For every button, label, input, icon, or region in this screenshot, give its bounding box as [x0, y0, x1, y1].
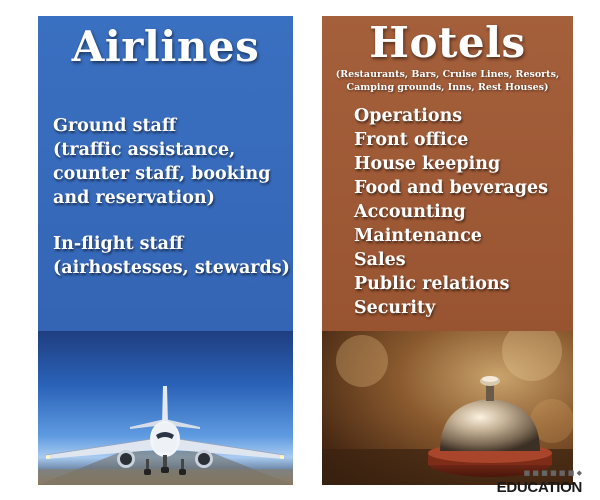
list-item: Front office — [354, 130, 469, 150]
list-item: Sales — [354, 250, 406, 270]
inflight-staff-line: In-flight staff — [53, 234, 184, 254]
ground-staff-line: counter staff, booking — [53, 164, 271, 184]
list-item: Operations — [354, 106, 463, 126]
ground-staff-block: Ground staff (traffic assistance, counte… — [53, 114, 293, 210]
inflight-staff-block: In-flight staff (airhostesses, stewards) — [53, 232, 293, 280]
list-item: Public relations — [354, 274, 510, 294]
list-item: House keeping — [354, 154, 501, 174]
hotels-subtitle-line: Camping grounds, Inns, Rest Houses) — [346, 82, 549, 93]
hotels-subtitle: (Restaurants, Bars, Cruise Lines, Resort… — [326, 68, 569, 94]
hotels-panel: Hotels (Restaurants, Bars, Cruise Lines,… — [322, 16, 573, 485]
airplane-icon — [38, 386, 293, 485]
brand-logo-mark: ■ ■ ■ ■ ■ ■ ◆ — [523, 469, 582, 477]
hotel-departments-list: Operations Front office House keeping Fo… — [354, 104, 569, 320]
hotels-subtitle-line: (Restaurants, Bars, Cruise Lines, Resort… — [335, 69, 560, 80]
list-item: Accounting — [354, 202, 466, 222]
list-item: Security — [354, 298, 436, 318]
ground-staff-line: (traffic assistance, — [53, 140, 236, 160]
hotels-title: Hotels — [369, 18, 526, 67]
list-item: Food and beverages — [354, 178, 548, 198]
ground-staff-line: Ground staff — [53, 116, 177, 136]
airplane-photo — [38, 331, 293, 485]
service-bell-photo — [322, 331, 573, 485]
brand-name: EDUCATION — [496, 479, 583, 496]
service-bell-icon — [322, 331, 573, 485]
airlines-panel: Airlines Ground staff (traffic assistanc… — [38, 16, 293, 485]
list-item: Maintenance — [354, 226, 482, 246]
ground-staff-line: and reservation) — [53, 188, 215, 208]
inflight-staff-line: (airhostesses, stewards) — [53, 258, 290, 278]
airlines-title: Airlines — [71, 22, 260, 71]
brand-logo: ■ ■ ■ ■ ■ ■ ◆ EDUCATION — [496, 469, 583, 496]
